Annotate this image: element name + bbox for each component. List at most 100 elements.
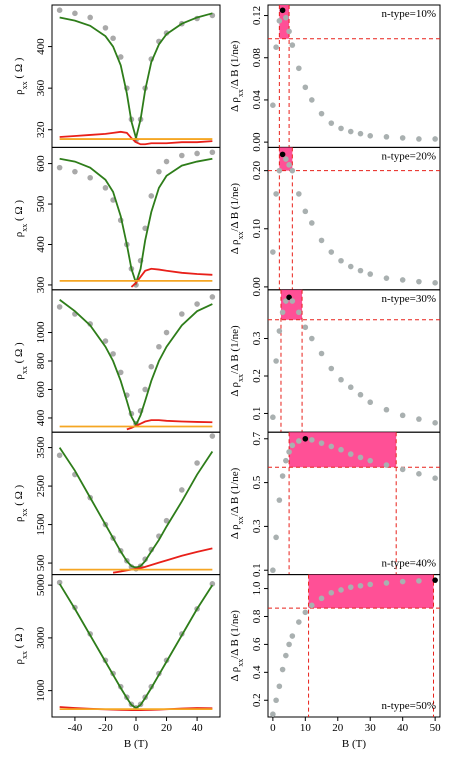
- data-point: [163, 158, 170, 165]
- plot-frame: [51, 289, 221, 433]
- data-point: [209, 433, 216, 439]
- data-point: [179, 152, 185, 159]
- data-point: [328, 589, 335, 596]
- y-tick-label: 360: [35, 79, 47, 96]
- data-point: [432, 136, 438, 142]
- y-axis-label: ρxx ( Ω ): [13, 200, 29, 238]
- data-point: [102, 25, 109, 31]
- x-tick-label: -40: [68, 722, 83, 734]
- y-axis-label: ρxx ( Ω ): [13, 484, 29, 522]
- data-point: [283, 14, 289, 21]
- data-point: [357, 391, 364, 398]
- data-point: [432, 420, 438, 426]
- y-axis-label-part: ( Ω ): [13, 200, 25, 224]
- data-point: [286, 641, 292, 648]
- data-point: [289, 298, 296, 304]
- data-point: [416, 136, 422, 142]
- data-point: [399, 277, 406, 283]
- data-point: [279, 666, 286, 673]
- y-axis-label-part: /Δ B (1/ne): [229, 40, 241, 89]
- y-axis-label-part: xx: [236, 232, 245, 240]
- y-axis-label-part: ρ: [13, 374, 25, 380]
- data-point: [72, 10, 78, 17]
- y-axis-label: Δ ρxx/Δ B (1/ne): [229, 183, 245, 255]
- data-point: [117, 369, 124, 376]
- data-point: [179, 311, 185, 317]
- y-tick-label: 0.7: [251, 431, 263, 445]
- y-axis-label-part: ( Ω ): [13, 342, 25, 366]
- y-axis-label-part: xx: [236, 659, 245, 667]
- y-tick-label: 0.5: [251, 475, 263, 489]
- data-line: [126, 419, 213, 431]
- data-point: [179, 487, 185, 493]
- data-point: [270, 567, 276, 574]
- data-line: [59, 157, 213, 286]
- y-tick-label: 1000: [35, 679, 47, 702]
- y-tick-label: 3000: [35, 626, 47, 649]
- y-tick-label: 0.1: [251, 563, 263, 577]
- y-axis-label-part: ( Ω ): [13, 627, 25, 651]
- y-axis-label-part: ( Ω ): [13, 484, 25, 508]
- data-line: [59, 12, 213, 142]
- y-axis-label-part: ( Ω ): [13, 57, 25, 81]
- data-point: [416, 278, 422, 285]
- data-point: [347, 384, 354, 391]
- data-point: [416, 578, 422, 584]
- panel: 0.00 0.04 0.08 0.12 Δ ρxx/Δ B (1/ne) n-type=1…: [229, 4, 441, 152]
- y-tick-label: 0.12: [251, 6, 263, 25]
- x-tick-label: 0: [133, 722, 139, 734]
- data-point: [383, 462, 390, 468]
- data-point: [289, 167, 296, 174]
- data-point: [347, 451, 354, 457]
- data-point: [102, 338, 109, 344]
- data-point: [72, 168, 78, 175]
- y-axis-label: ρxx ( Ω ): [13, 57, 29, 95]
- plot-frame: [267, 4, 441, 148]
- panel: 500 1500 2500 3500 ρxx ( Ω ): [13, 431, 221, 576]
- data-point: [338, 376, 344, 383]
- plot-frame: [51, 4, 221, 148]
- data-point: [309, 97, 315, 103]
- data-point: [296, 65, 302, 72]
- y-tick-label: 500: [35, 554, 47, 571]
- data-point: [87, 321, 93, 327]
- data-point: [142, 386, 148, 393]
- y-axis-label-part: Δ ρ: [229, 239, 241, 254]
- data-point: [270, 414, 276, 421]
- data-point: [357, 582, 364, 589]
- y-tick-label: 0.20: [251, 161, 263, 181]
- data-point: [117, 54, 124, 60]
- data-point: [273, 697, 279, 704]
- data-point: [283, 298, 289, 304]
- y-tick-label: 0.08: [251, 48, 263, 68]
- data-point: [156, 168, 162, 175]
- data-point: [276, 497, 283, 503]
- data-point: [209, 149, 216, 156]
- data-point: [347, 584, 354, 590]
- y-axis-label-part: xx: [236, 89, 245, 97]
- y-tick-label: 800: [35, 352, 47, 369]
- data-point: [357, 130, 364, 137]
- data-point: [56, 304, 63, 310]
- y-axis-label-part: xx: [20, 224, 29, 232]
- y-tick-label: 400: [35, 409, 47, 426]
- data-point: [102, 185, 109, 191]
- data-point: [273, 534, 279, 541]
- y-tick-label: 0.00: [251, 277, 263, 297]
- y-axis-label-part: xx: [236, 374, 245, 382]
- y-tick-label: 0.4: [251, 665, 263, 679]
- data-point: [110, 351, 116, 357]
- data-point: [328, 443, 335, 450]
- data-point: [318, 440, 325, 446]
- highlight-box: [280, 289, 303, 320]
- data-point: [302, 324, 309, 331]
- panel-label: n-type=20%: [382, 150, 436, 162]
- x-tick-label: 10: [300, 722, 312, 734]
- y-axis-label-part: ρ: [13, 516, 25, 522]
- data-point: [276, 683, 283, 690]
- y-tick-label: 0.3: [251, 331, 263, 345]
- data-point: [163, 329, 170, 336]
- panel: 1000 3000 5000 ρxx ( Ω ) -40 -20 0 20 40 B (T): [13, 574, 221, 750]
- y-axis-label-part: ρ: [13, 658, 25, 664]
- y-axis-label-part: ρ: [13, 231, 25, 237]
